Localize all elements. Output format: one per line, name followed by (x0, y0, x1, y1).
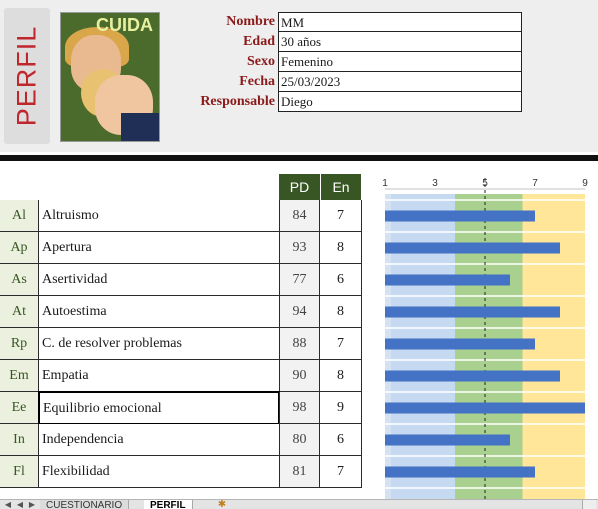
scale-code-cell[interactable]: In (0, 424, 39, 456)
scale-code-cell[interactable]: Al (0, 200, 39, 232)
chart-bar-at (385, 306, 560, 318)
scale-name-cell[interactable]: Flexibilidad (39, 456, 279, 488)
chart-tick-label: 7 (532, 178, 538, 189)
en-cell[interactable]: 8 (320, 360, 362, 392)
table-row: Ee Equilibrio emocional 98 9 (0, 391, 362, 425)
sheet-tab-cuestionario[interactable]: CUESTIONARIO (40, 500, 130, 509)
table-row: Em Empatia 90 8 (0, 360, 362, 392)
scale-name-cell[interactable]: Autoestima (39, 296, 279, 328)
perfil-banner: PERFIL (4, 8, 50, 144)
insert-sheet-icon[interactable]: ✱ (217, 499, 227, 509)
chart-bar-rp (385, 338, 535, 350)
profile-bar-chart: 1 3 5 7 9 (382, 178, 589, 502)
en-cell[interactable]: 8 (320, 296, 362, 328)
sheet-tab-bar: ◀ ◀ ▶ CUESTIONARIO PERFIL ✱ (0, 499, 598, 509)
chart-bar-ap (385, 242, 560, 254)
chart-bar-ee (385, 402, 585, 414)
en-cell[interactable]: 7 (320, 200, 362, 232)
scale-code-cell[interactable]: Fl (0, 456, 39, 488)
info-label: Responsable (200, 94, 275, 109)
test-cover-image: CUIDA (60, 12, 160, 142)
scale-code-cell[interactable]: Rp (0, 328, 39, 360)
info-row-nombre: Nombre MM (186, 12, 522, 32)
pd-cell[interactable]: 98 (279, 392, 320, 424)
chart-tick-label: 5 (482, 178, 488, 189)
table-row: Fl Flexibilidad 81 7 (0, 456, 362, 488)
pd-cell[interactable]: 88 (279, 328, 320, 360)
en-cell[interactable]: 6 (320, 264, 362, 296)
info-row-responsable: Responsable Diego (186, 92, 522, 112)
respondent-info: Nombre MM Edad 30 años Sexo Femenino Fec… (186, 12, 522, 112)
pd-cell[interactable]: 90 (279, 360, 320, 392)
scale-name-cell[interactable]: Empatia (39, 360, 279, 392)
responsable-cell[interactable]: Diego (278, 92, 522, 112)
pd-cell[interactable]: 94 (279, 296, 320, 328)
en-cell[interactable]: 6 (320, 424, 362, 456)
chart-tick-label: 1 (382, 178, 388, 189)
chart-tick-label: 3 (432, 178, 438, 189)
fecha-cell[interactable]: 25/03/2023 (278, 72, 522, 92)
info-label: Nombre (226, 14, 275, 29)
scale-code-cell[interactable]: At (0, 296, 39, 328)
pd-column-header[interactable]: PD (279, 174, 320, 200)
sheet-tab-perfil[interactable]: PERFIL (144, 500, 193, 509)
pd-cell[interactable]: 80 (279, 424, 320, 456)
scales-table: Al Altruismo 84 7 Ap Apertura 93 8 As As… (0, 200, 362, 488)
scale-name-cell[interactable]: Independencia (39, 424, 279, 456)
table-row: Ap Apertura 93 8 (0, 232, 362, 264)
table-row: In Independencia 80 6 (0, 424, 362, 456)
horizontal-scrollbar[interactable] (582, 500, 596, 509)
info-row-edad: Edad 30 años (186, 32, 522, 52)
info-label: Sexo (247, 54, 275, 69)
info-row-fecha: Fecha 25/03/2023 (186, 72, 522, 92)
pd-cell[interactable]: 84 (279, 200, 320, 232)
prev-sheet-icon[interactable]: ◀ (16, 500, 24, 509)
chart-tick-label: 9 (582, 178, 588, 189)
section-divider (0, 155, 598, 161)
scale-code-cell[interactable]: Ap (0, 232, 39, 264)
info-row-sexo: Sexo Femenino (186, 52, 522, 72)
table-row: At Autoestima 94 8 (0, 296, 362, 328)
next-sheet-icon[interactable]: ▶ (28, 500, 36, 509)
cover-title: CUIDA (96, 15, 153, 35)
chart-bar-fl (385, 466, 535, 478)
pd-cell[interactable]: 93 (279, 232, 320, 264)
scale-code-cell[interactable]: Em (0, 360, 39, 392)
scale-name-cell[interactable]: Asertividad (39, 264, 279, 296)
chart-bar-as (385, 274, 510, 286)
en-cell[interactable]: 8 (320, 232, 362, 264)
en-cell[interactable]: 7 (320, 456, 362, 488)
nombre-cell[interactable]: MM (278, 12, 522, 32)
chart-bar-em (385, 370, 560, 382)
edad-cell[interactable]: 30 años (278, 32, 522, 52)
info-label: Fecha (239, 74, 275, 89)
table-row: Rp C. de resolver problemas 88 7 (0, 328, 362, 360)
chart-bar-in (385, 434, 510, 446)
pd-cell[interactable]: 81 (279, 456, 320, 488)
en-cell[interactable]: 9 (320, 392, 362, 424)
scale-name-cell[interactable]: C. de resolver problemas (39, 328, 279, 360)
report-header: PERFIL CUIDA Nombre MM Edad 30 años Sexo… (0, 0, 598, 152)
en-cell[interactable]: 7 (320, 328, 362, 360)
table-row: As Asertividad 77 6 (0, 264, 362, 296)
scale-code-cell[interactable]: Ee (0, 392, 39, 424)
scale-name-cell-selected[interactable]: Equilibrio emocional (38, 391, 280, 425)
chart-bar-al (385, 210, 535, 222)
perfil-banner-label: PERFIL (11, 25, 42, 127)
scale-code-cell[interactable]: As (0, 264, 39, 296)
scale-name-cell[interactable]: Altruismo (39, 200, 279, 232)
table-row: Al Altruismo 84 7 (0, 200, 362, 232)
pd-cell[interactable]: 77 (279, 264, 320, 296)
en-column-header[interactable]: En (321, 174, 361, 200)
scale-name-cell[interactable]: Apertura (39, 232, 279, 264)
first-sheet-icon[interactable]: ◀ (4, 500, 12, 509)
info-label: Edad (243, 34, 275, 49)
sexo-cell[interactable]: Femenino (278, 52, 522, 72)
